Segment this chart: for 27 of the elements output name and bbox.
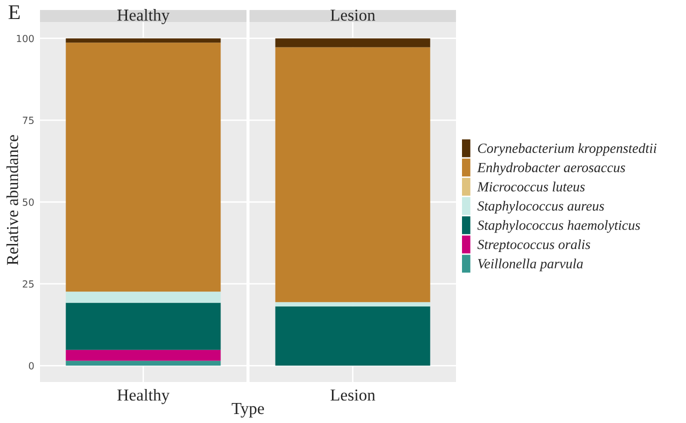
legend-label: Corynebacterium kroppenstedtii (478, 143, 656, 156)
bar (275, 38, 430, 48)
y-tick-label: 50 (22, 198, 34, 206)
category-label: Healthy (117, 388, 170, 404)
y-tick-label: 100 (16, 34, 34, 42)
legend-label: Streptococcus oralis (477, 239, 590, 252)
bar (275, 302, 430, 306)
bar (66, 360, 221, 366)
bar (66, 292, 221, 303)
y-tick-label: 0 (28, 362, 34, 370)
y-tick-label: 75 (22, 116, 34, 124)
legend-label: Enhydrobacter aerosaccus (477, 162, 626, 176)
bar (66, 42, 221, 292)
bar (275, 306, 430, 366)
legend-label: Staphylococcus haemolyticus (477, 220, 640, 233)
bar (66, 302, 221, 350)
text: E (8, 5, 20, 20)
legend-label: Micrococcus luteus (477, 182, 585, 192)
x-axis-title: Type (232, 403, 264, 418)
y-axis-title: Relative abundance (6, 135, 18, 266)
bar (66, 350, 221, 361)
legend-label: Veillonella parvula (478, 258, 583, 272)
bar (275, 47, 430, 302)
category-label: Lesion (330, 389, 376, 401)
legend-label: Staphylococcus aureus (477, 200, 604, 214)
bar (66, 38, 221, 43)
y-tick-label: 25 (22, 280, 34, 288)
